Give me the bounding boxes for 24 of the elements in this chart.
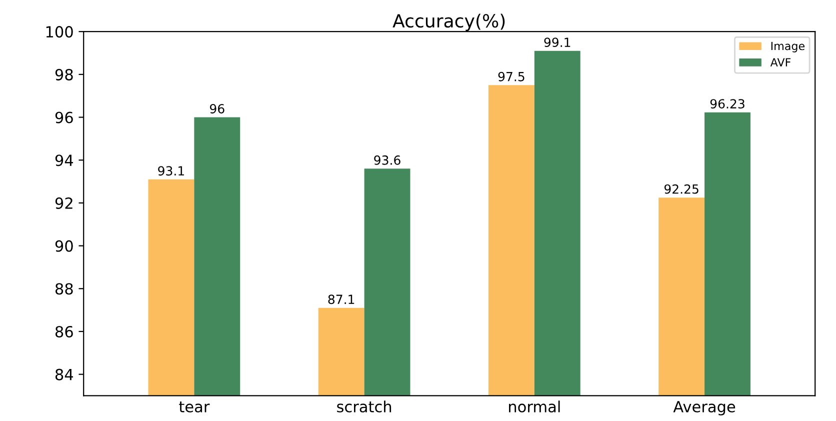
y-tick-label: 98 bbox=[55, 68, 73, 80]
y-tick-label: 88 bbox=[55, 283, 73, 295]
legend-label: AVF bbox=[770, 58, 791, 66]
x-tick-label: Average bbox=[673, 401, 736, 416]
y-tick-label: 84 bbox=[55, 368, 74, 380]
y-tick-label: 94 bbox=[55, 154, 74, 166]
x-tick-label: tear bbox=[179, 401, 210, 412]
data-label: 92.25 bbox=[664, 184, 698, 194]
data-label: 96 bbox=[210, 104, 224, 114]
x-tick-label: scratch bbox=[337, 400, 392, 412]
y-tick-label: 86 bbox=[55, 326, 73, 338]
data-label: 96.23 bbox=[710, 99, 744, 109]
data-label: 99.1 bbox=[544, 38, 570, 48]
legend-label: Image bbox=[771, 42, 805, 52]
x-tick-label: normal bbox=[509, 400, 560, 412]
data-label: 97.5 bbox=[498, 72, 524, 82]
data-label: 87.1 bbox=[328, 294, 354, 304]
y-tick-label: 92 bbox=[55, 197, 72, 209]
y-tick-label: 100 bbox=[46, 26, 73, 38]
data-label: 93.6 bbox=[374, 155, 400, 165]
y-tick-label: 96 bbox=[55, 112, 73, 124]
y-tick-label: 90 bbox=[55, 240, 73, 252]
data-label: 93.1 bbox=[158, 166, 184, 176]
chart-title: Accuracy(%) bbox=[392, 14, 505, 32]
